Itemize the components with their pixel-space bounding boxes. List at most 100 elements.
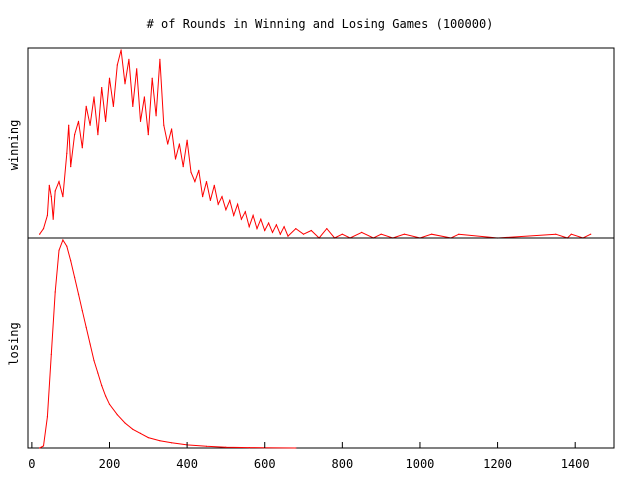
winning-point bbox=[198, 169, 200, 171]
winning-point bbox=[341, 233, 343, 235]
winning-point bbox=[570, 233, 572, 235]
winning-point bbox=[275, 224, 277, 226]
x-tick-label: 600 bbox=[254, 457, 276, 471]
x-tick-label: 0 bbox=[28, 457, 35, 471]
winning-line bbox=[39, 49, 591, 239]
losing-point bbox=[171, 442, 173, 444]
winning-point bbox=[178, 143, 180, 145]
losing-point bbox=[62, 239, 64, 241]
winning-point bbox=[403, 233, 405, 235]
winning-point bbox=[310, 229, 312, 232]
losing-y-label: losing bbox=[7, 322, 21, 365]
x-tick-label: 800 bbox=[332, 457, 354, 471]
x-tick-label: 200 bbox=[99, 457, 121, 471]
winning-point bbox=[555, 233, 557, 235]
losing-point bbox=[46, 416, 49, 418]
winning-point bbox=[50, 196, 52, 198]
losing-point bbox=[108, 403, 111, 405]
winning-point bbox=[101, 87, 103, 89]
winning-point bbox=[66, 152, 68, 154]
winning-point bbox=[229, 199, 231, 201]
x-tick-label: 400 bbox=[176, 457, 198, 471]
winning-point bbox=[124, 83, 126, 85]
winning-point bbox=[147, 134, 149, 136]
winning-point bbox=[221, 196, 223, 198]
winning-point bbox=[163, 124, 165, 126]
winning-point bbox=[89, 124, 91, 126]
winning-point bbox=[81, 147, 83, 149]
x-axis: 0 200 400 600 800 1000 1200 1400 bbox=[28, 442, 590, 471]
losing-point bbox=[81, 310, 83, 312]
losing-point bbox=[295, 447, 297, 449]
winning-y-label: winning bbox=[7, 120, 21, 171]
winning-point bbox=[159, 58, 161, 61]
winning-point bbox=[279, 233, 281, 235]
winning-point bbox=[225, 209, 227, 211]
winning-point bbox=[174, 158, 177, 160]
losing-point bbox=[85, 326, 87, 328]
losing-point bbox=[159, 440, 161, 442]
winning-point bbox=[143, 96, 145, 98]
winning-point bbox=[361, 231, 363, 233]
winning-point bbox=[46, 214, 49, 216]
losing-point bbox=[54, 291, 56, 293]
winning-point bbox=[151, 77, 153, 79]
losing-plot-frame bbox=[27, 237, 615, 449]
winning-point bbox=[233, 214, 235, 216]
losing-point bbox=[66, 245, 68, 247]
winning-point bbox=[139, 120, 142, 122]
losing-point bbox=[74, 276, 76, 278]
winning-point bbox=[326, 228, 328, 230]
losing-point bbox=[93, 360, 95, 362]
x-tick-label: 1400 bbox=[561, 457, 590, 471]
winning-point bbox=[97, 134, 99, 136]
losing-point bbox=[97, 372, 99, 374]
winning-point bbox=[268, 222, 270, 224]
losing-point bbox=[39, 447, 41, 449]
losing-point bbox=[58, 249, 60, 251]
chart-title: # of Rounds in Winning and Losing Games … bbox=[147, 17, 494, 31]
winning-point bbox=[155, 115, 157, 117]
winning-point bbox=[186, 139, 188, 141]
winning-point bbox=[302, 233, 305, 235]
winning-point bbox=[116, 64, 118, 66]
x-tick-label: 1000 bbox=[406, 457, 435, 471]
losing-point bbox=[147, 437, 149, 439]
losing-point bbox=[70, 260, 72, 262]
winning-point bbox=[240, 218, 242, 220]
losing-point bbox=[205, 445, 208, 447]
losing-point bbox=[124, 422, 126, 424]
winning-panel: winning bbox=[7, 47, 615, 239]
winning-series bbox=[39, 49, 592, 239]
winning-point bbox=[39, 233, 41, 235]
winning-point bbox=[48, 184, 50, 186]
winning-point bbox=[256, 228, 258, 230]
winning-point bbox=[244, 211, 246, 213]
winning-point bbox=[260, 218, 262, 220]
winning-point bbox=[295, 228, 297, 230]
winning-point bbox=[70, 166, 72, 168]
losing-point bbox=[116, 414, 118, 416]
winning-point bbox=[194, 181, 196, 183]
losing-point bbox=[77, 293, 80, 295]
winning-point bbox=[42, 228, 45, 230]
winning-point bbox=[93, 96, 95, 98]
winning-point bbox=[283, 226, 285, 228]
losing-point bbox=[139, 432, 142, 434]
winning-point bbox=[74, 134, 76, 136]
winning-point bbox=[58, 181, 60, 183]
winning-point bbox=[590, 233, 592, 235]
losing-line bbox=[39, 238, 296, 449]
winning-point bbox=[209, 199, 211, 201]
winning-point bbox=[248, 226, 250, 228]
winning-point bbox=[271, 231, 274, 233]
losing-point bbox=[225, 446, 227, 448]
winning-point bbox=[237, 203, 239, 205]
winning-point bbox=[171, 128, 173, 130]
winning-point bbox=[190, 171, 192, 173]
losing-point bbox=[132, 428, 134, 430]
winning-point bbox=[213, 184, 215, 186]
losing-panel: losing bbox=[7, 237, 615, 449]
winning-point bbox=[205, 181, 208, 183]
